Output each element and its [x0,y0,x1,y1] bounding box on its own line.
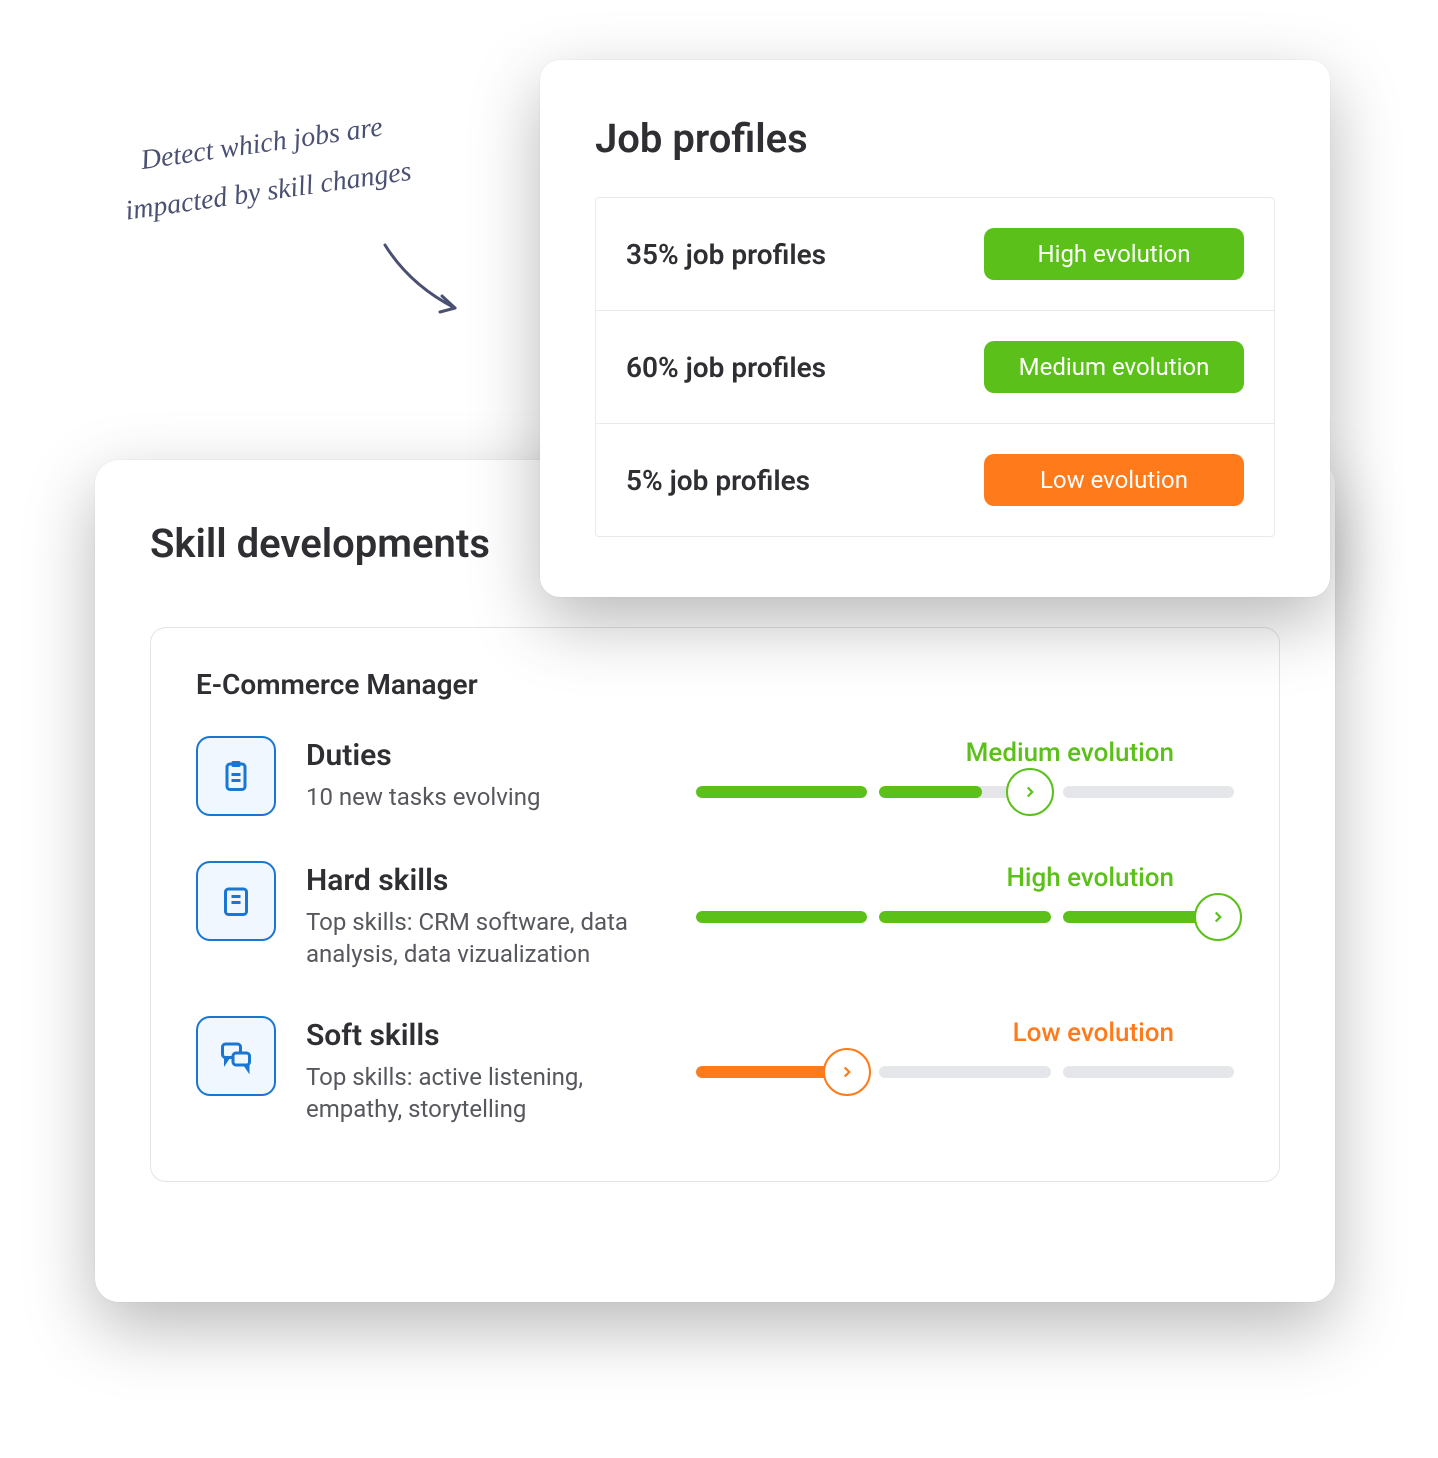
handwritten-annotation: Detect which jobs are impacted by skill … [100,98,430,237]
progress-handle[interactable] [823,1048,871,1096]
book-icon [196,861,276,941]
skill-desc: Top skills: active listening, empathy, s… [306,1061,666,1126]
skill-row-duties: Duties 10 new tasks evolving Medium evol… [196,736,1234,816]
job-profile-label: 60% job profiles [626,351,826,384]
chevron-right-icon [838,1063,856,1081]
skill-name: Hard skills [306,863,666,898]
skill-desc: 10 new tasks evolving [306,781,666,813]
evolution-badge: Medium evolution [984,341,1244,393]
skill-name: Soft skills [306,1018,666,1053]
job-profiles-list: 35% job profiles High evolution 60% job … [595,197,1275,537]
job-profile-row: 5% job profiles Low evolution [596,424,1274,536]
progress-handle[interactable] [1006,768,1054,816]
progress-bar[interactable] [696,1066,1234,1078]
skill-name: Duties [306,738,666,773]
evolution-label: High evolution [696,863,1234,893]
skill-desc: Top skills: CRM software, data analysis,… [306,906,666,971]
progress-bar[interactable] [696,786,1234,798]
evolution-badge: High evolution [984,228,1244,280]
evolution-badge: Low evolution [984,454,1244,506]
chat-icon [196,1016,276,1096]
chevron-right-icon [1209,908,1227,926]
job-profile-row: 60% job profiles Medium evolution [596,311,1274,424]
job-profiles-card: Job profiles 35% job profiles High evolu… [540,60,1330,597]
job-profiles-title: Job profiles [595,115,1275,162]
clipboard-icon [196,736,276,816]
skill-row-soft-skills: Soft skills Top skills: active listening… [196,1016,1234,1126]
annotation-arrow-icon [370,230,490,350]
job-profile-label: 35% job profiles [626,238,826,271]
evolution-label: Medium evolution [696,738,1234,768]
progress-bar[interactable] [696,911,1234,923]
job-profile-label: 5% job profiles [626,464,810,497]
chevron-right-icon [1021,783,1039,801]
skill-row-hard-skills: Hard skills Top skills: CRM software, da… [196,861,1234,971]
job-profile-row: 35% job profiles High evolution [596,198,1274,311]
role-panel: E-Commerce Manager Duties 10 new tasks e… [150,627,1280,1182]
annotation-text: Detect which jobs are impacted by skill … [123,111,413,226]
progress-handle[interactable] [1194,893,1242,941]
role-title: E-Commerce Manager [196,668,1234,701]
evolution-label: Low evolution [696,1018,1234,1048]
